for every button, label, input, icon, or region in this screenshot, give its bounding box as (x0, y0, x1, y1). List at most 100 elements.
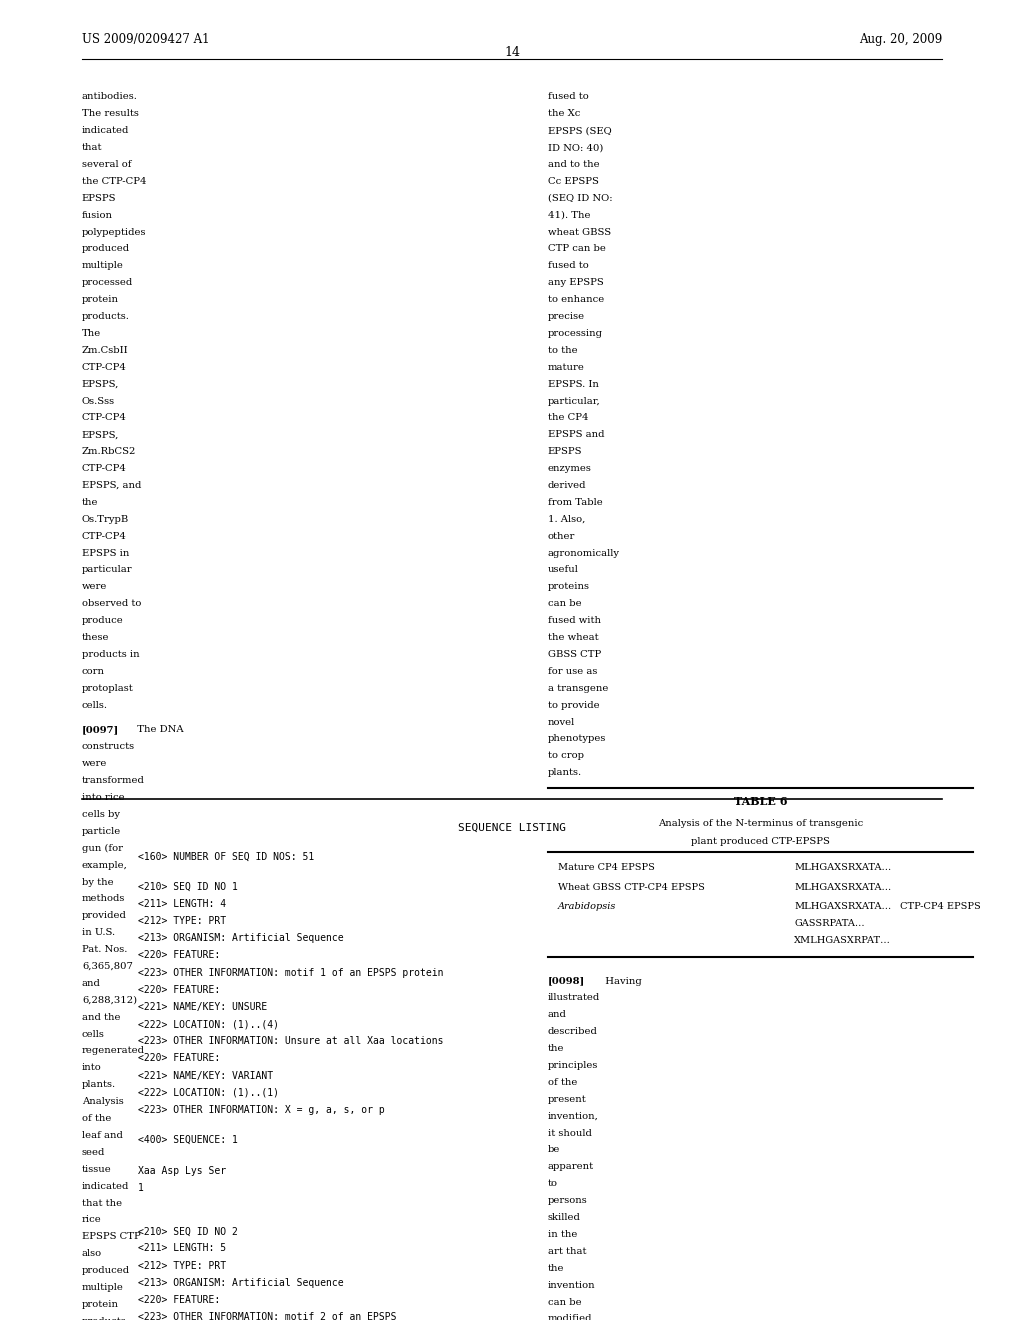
Text: observed to: observed to (82, 599, 141, 609)
Text: wheat GBSS: wheat GBSS (548, 227, 611, 236)
Text: a transgene: a transgene (548, 684, 608, 693)
Text: constructs: constructs (82, 742, 135, 751)
Text: apparent: apparent (548, 1163, 594, 1171)
Text: regenerated: regenerated (82, 1047, 145, 1056)
Text: of the: of the (548, 1078, 578, 1086)
Text: <223> OTHER INFORMATION: motif 1 of an EPSPS protein: <223> OTHER INFORMATION: motif 1 of an E… (138, 968, 443, 978)
Text: GASSRPATA…: GASSRPATA… (795, 919, 865, 928)
Text: rice: rice (82, 1216, 101, 1225)
Text: 1. Also,: 1. Also, (548, 515, 585, 524)
Text: invention: invention (548, 1280, 596, 1290)
Text: <213> ORGANISM: Artificial Sequence: <213> ORGANISM: Artificial Sequence (138, 933, 344, 944)
Text: CTP can be: CTP can be (548, 244, 606, 253)
Text: indicated: indicated (82, 127, 129, 135)
Text: provided: provided (82, 911, 127, 920)
Text: the CP4: the CP4 (548, 413, 589, 422)
Text: products: products (82, 1317, 127, 1320)
Text: 14: 14 (504, 46, 520, 59)
Text: Arabidopsis: Arabidopsis (558, 902, 616, 911)
Text: and the: and the (82, 1012, 121, 1022)
Text: Having: Having (599, 977, 642, 986)
Text: Cc EPSPS: Cc EPSPS (548, 177, 599, 186)
Text: XMLHGASXRPAT…: XMLHGASXRPAT… (795, 936, 891, 945)
Text: the: the (548, 1263, 564, 1272)
Text: that: that (82, 143, 102, 152)
Text: the wheat: the wheat (548, 634, 598, 642)
Text: to: to (548, 1179, 558, 1188)
Text: [0097]: [0097] (82, 726, 119, 734)
Text: for use as: for use as (548, 667, 597, 676)
Text: EPSPS: EPSPS (548, 447, 583, 457)
Text: Zm.RbCS2: Zm.RbCS2 (82, 447, 136, 457)
Text: art that: art that (548, 1247, 587, 1255)
Text: products.: products. (82, 312, 130, 321)
Text: [0098]: [0098] (548, 977, 585, 986)
Text: invention,: invention, (548, 1111, 599, 1121)
Text: novel: novel (548, 718, 575, 726)
Text: (SEQ ID NO:: (SEQ ID NO: (548, 194, 612, 203)
Text: protein: protein (82, 296, 119, 304)
Text: MLHGAXSRXATA…: MLHGAXSRXATA… (795, 883, 892, 891)
Text: the Xc: the Xc (548, 110, 581, 119)
Text: were: were (82, 759, 108, 768)
Text: Analysis: Analysis (82, 1097, 124, 1106)
Text: be: be (548, 1146, 560, 1155)
Text: fused with: fused with (548, 616, 601, 626)
Text: <400> SEQUENCE: 1: <400> SEQUENCE: 1 (138, 1135, 239, 1146)
Text: <212> TYPE: PRT: <212> TYPE: PRT (138, 916, 226, 927)
Text: <213> ORGANISM: Artificial Sequence: <213> ORGANISM: Artificial Sequence (138, 1278, 344, 1288)
Text: and: and (82, 979, 100, 987)
Text: MLHGAXSRXATA…: MLHGAXSRXATA… (795, 902, 892, 911)
Text: gun (for: gun (for (82, 843, 123, 853)
Text: proteins: proteins (548, 582, 590, 591)
Text: products in: products in (82, 649, 139, 659)
Text: plant produced CTP-EPSPS: plant produced CTP-EPSPS (691, 837, 829, 846)
Text: to crop: to crop (548, 751, 584, 760)
Text: leaf and: leaf and (82, 1131, 123, 1140)
Text: polypeptides: polypeptides (82, 227, 146, 236)
Text: modified: modified (548, 1315, 592, 1320)
Text: EPSPS (SEQ: EPSPS (SEQ (548, 127, 611, 135)
Text: processed: processed (82, 279, 133, 288)
Text: can be: can be (548, 599, 582, 609)
Text: cells: cells (82, 1030, 104, 1039)
Text: 6,288,312): 6,288,312) (82, 995, 137, 1005)
Text: seed: seed (82, 1148, 105, 1156)
Text: into rice: into rice (82, 793, 125, 803)
Text: from Table: from Table (548, 498, 602, 507)
Text: cells.: cells. (82, 701, 108, 710)
Text: The DNA: The DNA (131, 726, 183, 734)
Text: TABLE 6: TABLE 6 (733, 796, 787, 807)
Text: particular: particular (82, 565, 132, 574)
Text: it should: it should (548, 1129, 592, 1138)
Text: <222> LOCATION: (1)..(4): <222> LOCATION: (1)..(4) (138, 1019, 280, 1030)
Text: protein: protein (82, 1300, 119, 1309)
Text: tissue: tissue (82, 1164, 112, 1173)
Text: methods: methods (82, 895, 125, 903)
Text: phenotypes: phenotypes (548, 734, 606, 743)
Text: mature: mature (548, 363, 585, 372)
Text: of the: of the (82, 1114, 112, 1123)
Text: CTP-CP4: CTP-CP4 (82, 532, 127, 541)
Text: into: into (82, 1064, 101, 1072)
Text: derived: derived (548, 480, 587, 490)
Text: processing: processing (548, 329, 603, 338)
Text: <221> NAME/KEY: VARIANT: <221> NAME/KEY: VARIANT (138, 1071, 273, 1081)
Text: in the: in the (548, 1230, 578, 1239)
Text: Zm.CsbII: Zm.CsbII (82, 346, 129, 355)
Text: also: also (82, 1249, 102, 1258)
Text: useful: useful (548, 565, 579, 574)
Text: EPSPS in: EPSPS in (82, 549, 129, 557)
Text: illustrated: illustrated (548, 994, 600, 1002)
Text: persons: persons (548, 1196, 588, 1205)
Text: <222> LOCATION: (1)..(1): <222> LOCATION: (1)..(1) (138, 1088, 280, 1098)
Text: 41). The: 41). The (548, 211, 591, 219)
Text: The: The (82, 329, 101, 338)
Text: ID NO: 40): ID NO: 40) (548, 143, 603, 152)
Text: CTP-CP4: CTP-CP4 (82, 465, 127, 473)
Text: to provide: to provide (548, 701, 599, 710)
Text: CTP-CP4: CTP-CP4 (82, 413, 127, 422)
Text: <211> LENGTH: 4: <211> LENGTH: 4 (138, 899, 226, 909)
Text: by the: by the (82, 878, 114, 887)
Text: Os.Sss: Os.Sss (82, 396, 115, 405)
